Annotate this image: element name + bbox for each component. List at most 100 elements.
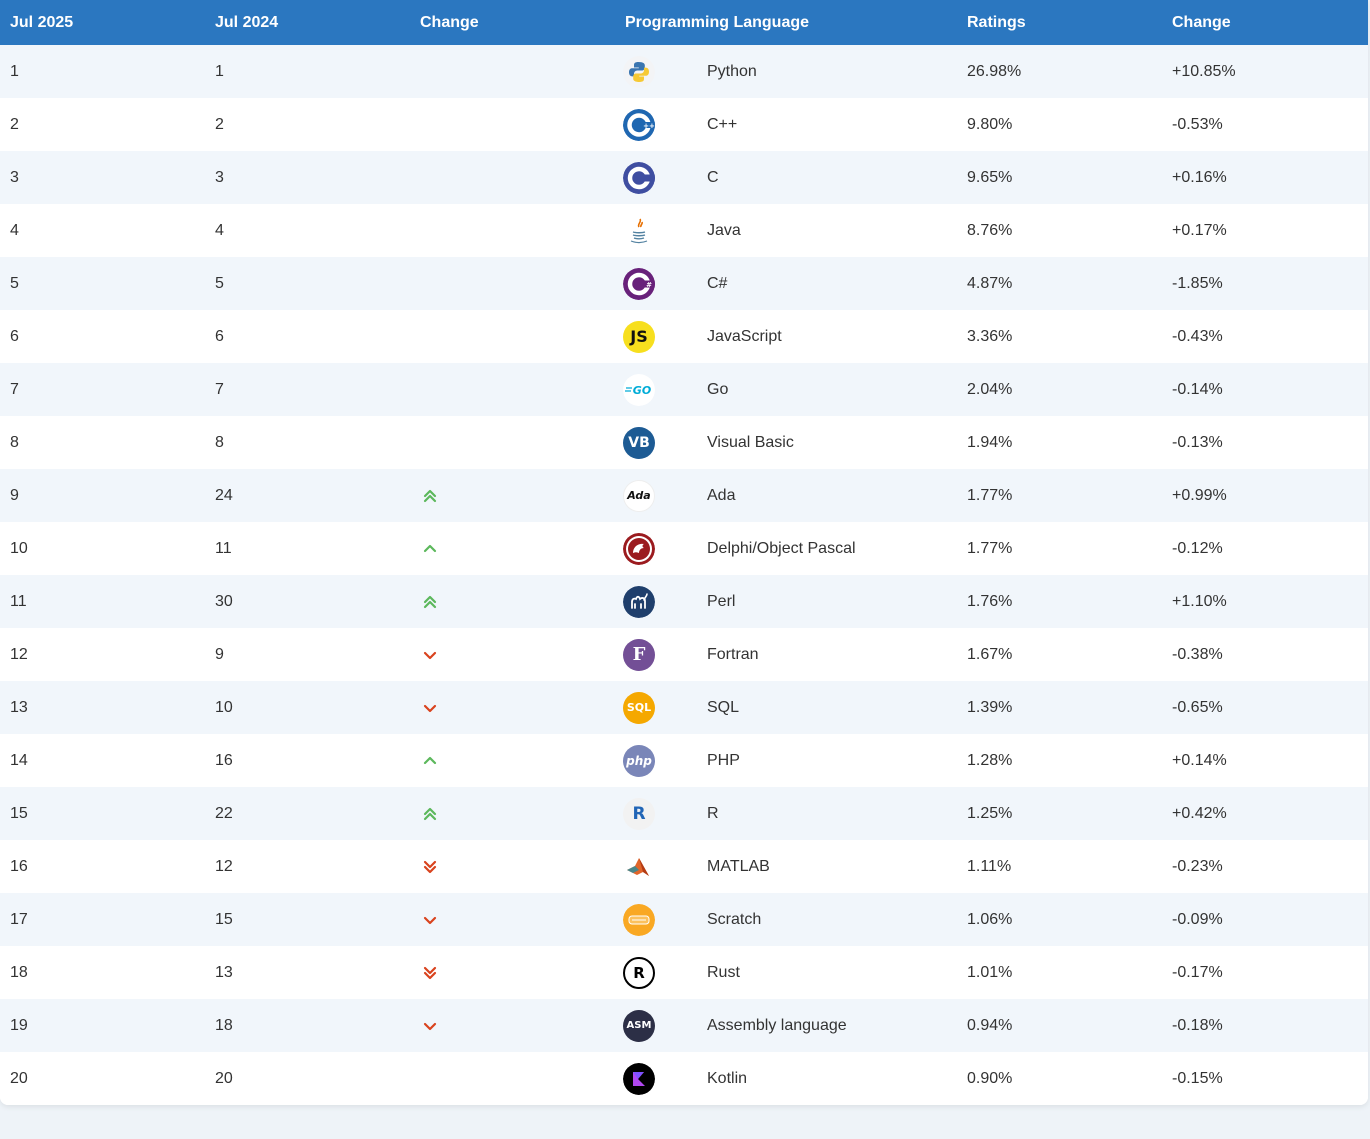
header-ratings[interactable]: Ratings — [967, 13, 1026, 31]
rank-change-cell — [410, 681, 615, 734]
rank-change-cell — [410, 45, 615, 98]
language-ranking-table: Jul 2025 Jul 2024 Change Programming Lan… — [0, 0, 1368, 1105]
language-name-cell: C++ — [707, 115, 738, 133]
rank-2024-cell: 9 — [215, 645, 224, 663]
rating-change-cell: -0.38% — [1172, 645, 1223, 663]
language-logo-cell: ASM — [615, 999, 697, 1052]
language-name-cell: SQL — [707, 698, 740, 716]
rating-cell: 8.76% — [967, 221, 1013, 239]
language-logo-cell — [615, 522, 697, 575]
language-logo-cell: R — [615, 787, 697, 840]
rating-cell: 9.65% — [967, 168, 1013, 186]
scratch-logo-icon — [623, 903, 655, 936]
rating-cell: 1.06% — [967, 910, 1013, 928]
rank-2024-cell: 30 — [215, 592, 233, 610]
rank-2025-cell: 12 — [10, 645, 28, 663]
rank-2025-cell: 7 — [10, 380, 19, 398]
rating-cell: 1.94% — [967, 433, 1013, 451]
rating-change-cell: +1.10% — [1172, 592, 1227, 610]
language-name-cell: Python — [707, 62, 757, 80]
language-logo-cell: F — [615, 628, 697, 681]
rank-2025-cell: 5 — [10, 274, 19, 292]
rating-change-cell: +0.42% — [1172, 804, 1227, 822]
trend-down-icon — [422, 1018, 438, 1034]
trend-up-icon — [422, 753, 438, 769]
rank-change-cell — [410, 734, 615, 787]
language-name-cell: Java — [707, 221, 741, 239]
language-logo-cell: R — [615, 946, 697, 999]
rank-change-cell — [410, 310, 615, 363]
rank-2025-cell: 16 — [10, 857, 28, 875]
header-jul-2024[interactable]: Jul 2024 — [215, 13, 279, 31]
rating-change-cell: -0.23% — [1172, 857, 1223, 875]
rating-cell: 1.28% — [967, 751, 1013, 769]
rank-2024-cell: 13 — [215, 963, 233, 981]
trend-down-icon — [422, 700, 438, 716]
rating-change-cell: +0.16% — [1172, 168, 1227, 186]
language-logo-cell: VB — [615, 416, 697, 469]
table-row: 7 7 GO Go 2.04% -0.14% — [0, 363, 1368, 416]
csharp-logo-icon: # — [623, 267, 655, 300]
table-row: 20 20 Kotlin 0.90% -0.15% — [0, 1052, 1368, 1105]
rank-change-cell — [410, 151, 615, 204]
rank-change-cell — [410, 575, 615, 628]
table-header-row: Jul 2025 Jul 2024 Change Programming Lan… — [0, 0, 1368, 45]
rating-change-cell: -0.65% — [1172, 698, 1223, 716]
trend-up-double-icon — [422, 488, 438, 504]
rank-2025-cell: 8 — [10, 433, 19, 451]
rank-2024-cell: 1 — [215, 62, 224, 80]
rank-2024-cell: 3 — [215, 168, 224, 186]
rank-change-cell — [410, 787, 615, 840]
language-logo-cell — [615, 151, 697, 204]
rating-change-cell: -0.14% — [1172, 380, 1223, 398]
table-row: 14 16 php PHP 1.28% +0.14% — [0, 734, 1368, 787]
rank-2024-cell: 10 — [215, 698, 233, 716]
rank-2024-cell: 20 — [215, 1069, 233, 1087]
language-name-cell: C# — [707, 274, 728, 292]
language-name-cell: Go — [707, 380, 729, 398]
rating-change-cell: -0.15% — [1172, 1069, 1223, 1087]
rank-change-cell — [410, 628, 615, 681]
header-rating-change[interactable]: Change — [1172, 13, 1231, 31]
rank-2024-cell: 18 — [215, 1016, 233, 1034]
rank-change-cell — [410, 840, 615, 893]
language-logo-cell — [615, 575, 697, 628]
rating-change-cell: -0.43% — [1172, 327, 1223, 345]
go-logo-icon: GO — [623, 373, 655, 406]
rating-change-cell: -0.09% — [1172, 910, 1223, 928]
rating-cell: 1.67% — [967, 645, 1013, 663]
table-row: 1 1 Python 26.98% +10.85% — [0, 45, 1368, 98]
rank-2025-cell: 1 — [10, 62, 19, 80]
rating-change-cell: +0.17% — [1172, 221, 1227, 239]
rating-change-cell: -1.85% — [1172, 274, 1223, 292]
language-logo-cell: SQL — [615, 681, 697, 734]
header-rank-change[interactable]: Change — [420, 13, 479, 31]
rank-2025-cell: 19 — [10, 1016, 28, 1034]
language-name-cell: R — [707, 804, 719, 822]
r-logo-icon: R — [623, 797, 655, 830]
rank-change-cell — [410, 893, 615, 946]
language-name-cell: Ada — [707, 486, 736, 504]
header-jul-2025[interactable]: Jul 2025 — [10, 13, 74, 31]
fortran-logo-icon: F — [623, 638, 655, 671]
rank-change-cell — [410, 204, 615, 257]
rank-2024-cell: 6 — [215, 327, 224, 345]
language-name-cell: PHP — [707, 751, 740, 769]
table-row: 19 18 ASM Assembly language 0.94% -0.18% — [0, 999, 1368, 1052]
rank-change-cell — [410, 1052, 615, 1105]
language-name-cell: JavaScript — [707, 327, 782, 345]
rating-cell: 3.36% — [967, 327, 1013, 345]
header-programming-language[interactable]: Programming Language — [625, 13, 810, 31]
language-name-cell: Rust — [707, 963, 740, 981]
language-logo-cell — [615, 840, 697, 893]
rank-2025-cell: 6 — [10, 327, 19, 345]
language-logo-cell: php — [615, 734, 697, 787]
language-name-cell: Visual Basic — [707, 433, 794, 451]
rank-2024-cell: 7 — [215, 380, 224, 398]
svg-text:GO: GO — [633, 384, 651, 397]
rating-cell: 0.94% — [967, 1016, 1013, 1034]
language-logo-cell — [615, 893, 697, 946]
trend-up-double-icon — [422, 806, 438, 822]
language-name-cell: Delphi/Object Pascal — [707, 539, 856, 557]
rating-cell: 26.98% — [967, 62, 1022, 80]
